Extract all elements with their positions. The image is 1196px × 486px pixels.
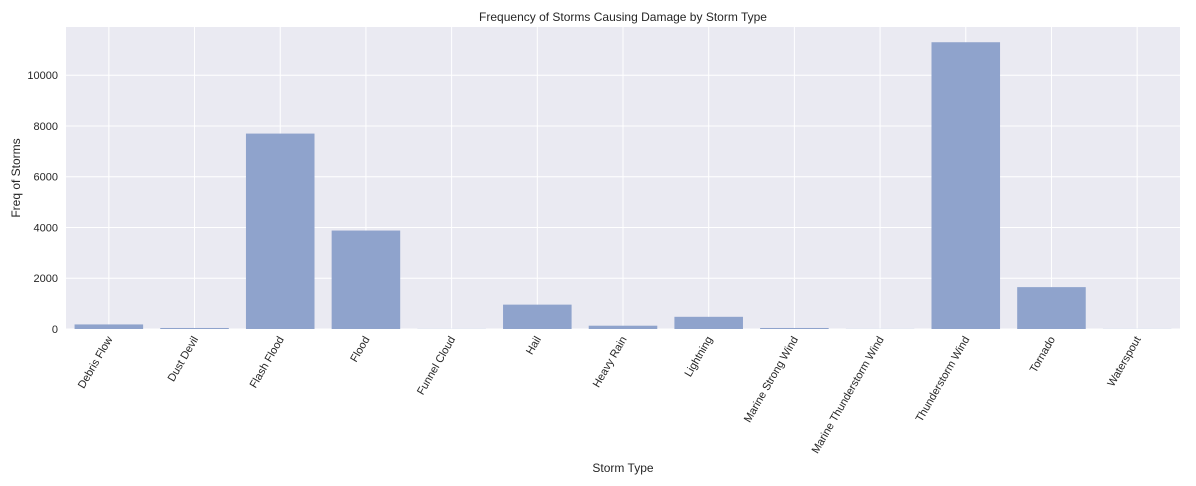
bar: [160, 327, 229, 329]
x-tick-label: Flood: [348, 335, 372, 365]
bars: [74, 42, 1172, 329]
y-tick-label: 6000: [34, 172, 58, 184]
x-tick-label: Debris Flow: [76, 334, 115, 390]
x-axis-label: Storm Type: [592, 461, 654, 475]
x-tick-label: Heavy Rain: [591, 335, 630, 390]
y-axis-label: Freq of Storms: [9, 138, 23, 218]
bar: [503, 304, 572, 329]
x-tick-label: Tornado: [1028, 335, 1058, 375]
y-tick-label: 4000: [34, 222, 58, 234]
x-tick-label: Lightning: [683, 335, 716, 380]
x-tick-label: Funnel Cloud: [415, 334, 458, 397]
x-tick-label: Marine Strong Wind: [742, 335, 801, 425]
x-tick-label: Flash Flood: [248, 335, 287, 391]
x-tick-label: Dust Devil: [166, 335, 201, 384]
x-tick-label: Waterspout: [1105, 335, 1143, 389]
chart-title: Frequency of Storms Causing Damage by St…: [479, 10, 767, 24]
y-tick-label: 8000: [34, 121, 58, 133]
bar: [245, 133, 315, 329]
y-tick-label: 10000: [27, 70, 58, 82]
bar: [331, 230, 401, 329]
bar: [760, 327, 829, 329]
y-tick-label: 0: [52, 324, 58, 336]
x-ticks: Debris Flow Dust Devil Flash Flood Flood Fun…: [76, 334, 1144, 455]
x-tick-label: Marine Thunderstorm Wind: [810, 335, 887, 456]
bar: [931, 42, 1001, 329]
bar: [674, 316, 743, 329]
y-tick-label: 2000: [34, 273, 58, 285]
bar: [588, 325, 658, 329]
bar: [1017, 287, 1086, 329]
bar: [74, 324, 144, 329]
x-tick-label: Hail: [524, 335, 544, 357]
x-tick-label: Thunderstorm Wind: [914, 335, 973, 425]
y-ticks: 0 2000 4000 6000 8000 10000: [27, 70, 58, 336]
